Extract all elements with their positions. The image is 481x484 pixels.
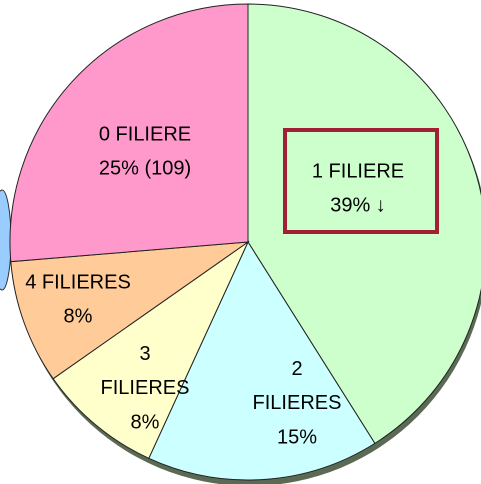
- value-label: 8%: [64, 305, 93, 327]
- pie-slice: [52, 240, 250, 460]
- pie-slice: [148, 240, 376, 481]
- slice-label: 0 FILIERE: [99, 123, 191, 145]
- pie-slice: [9, 3, 249, 263]
- pie-slice: [10, 241, 250, 380]
- value-label: 25% (109): [99, 157, 191, 179]
- neighbor-shape: [0, 189, 12, 291]
- value-label: 39% ↓: [330, 194, 386, 216]
- slice-label: 3 FILIERES: [101, 343, 190, 399]
- slice-label: 2 FILIERES: [253, 358, 342, 414]
- labels: 1 FILIERE 39% ↓ 2 FILIERES 15% 3 FILIERES 8% 4 F…: [25, 123, 404, 448]
- highlight-box: [283, 128, 439, 234]
- slice-label: 4 FILIERES: [25, 271, 131, 293]
- value-label: 15%: [277, 426, 317, 448]
- slice-label: 1 FILIERE: [312, 160, 404, 182]
- slices: [9, 3, 481, 481]
- value-label: 8%: [131, 411, 160, 433]
